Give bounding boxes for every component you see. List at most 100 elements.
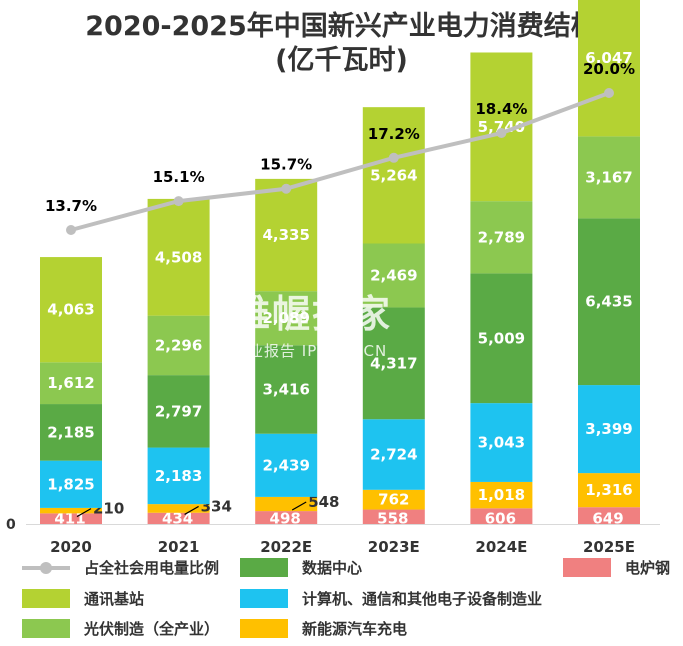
data-label: 762: [378, 491, 409, 509]
bar-segment: [40, 513, 102, 524]
bar-segment: [578, 385, 640, 474]
line-point: [281, 183, 292, 194]
bar-segment: [40, 257, 102, 363]
line-point: [388, 152, 399, 163]
legend-swatch: [563, 557, 611, 577]
data-label: 548: [308, 493, 339, 511]
bar-segment: [40, 460, 102, 508]
data-label: 4,508: [155, 248, 202, 266]
data-label: 2,724: [370, 446, 417, 464]
legend-label: 光伏制造（全产业）: [84, 619, 220, 638]
legend-item: 占全社会用电量比例: [22, 554, 219, 580]
data-label: 411: [54, 510, 85, 528]
bar-segment: [362, 489, 425, 510]
line-point: [66, 225, 76, 235]
bar-segment: [578, 218, 640, 386]
data-label: 2,183: [155, 467, 202, 485]
data-label: 2,469: [370, 266, 417, 284]
bar-segment: [578, 507, 640, 524]
data-label: 3,043: [478, 434, 525, 452]
data-label: 6,047: [585, 49, 632, 67]
legend-swatch: [22, 618, 70, 638]
data-label: 1,612: [47, 374, 94, 392]
chart-title-line-1: 2020-2025年中国新兴产业电力消费结构: [85, 11, 598, 42]
line-point: [496, 128, 507, 139]
legend-swatch: [22, 588, 70, 608]
legend-swatch: [240, 557, 288, 577]
x-axis-tick-label: 2022E: [260, 538, 312, 552]
legend-label: 数据中心: [302, 558, 363, 577]
data-label: 3,416: [262, 381, 309, 399]
data-label: 5,009: [478, 329, 525, 347]
legend-item: 数据中心: [240, 554, 362, 580]
x-axis-tick-label: 2024E: [475, 538, 527, 552]
bar-segment: [362, 307, 425, 420]
bar-segment: [255, 178, 318, 292]
chart-area: 0 4112101,8252,1851,6124,06320204343342,1…: [6, 0, 660, 552]
legend-label: 占全社会用电量比例: [84, 558, 220, 577]
data-label: 3,167: [585, 168, 632, 186]
chart-legend: 占全社会用电量比例 数据中心 电炉钢 通讯基站 计算机、通信和其他电子设备制造业 光伏制造…: [0, 552, 683, 646]
data-label: 558: [377, 510, 408, 528]
legend-item: 通讯基站: [22, 585, 144, 611]
legend-item: 计算机、通信和其他电子设备制造业: [240, 585, 542, 611]
bar-segment: [147, 512, 210, 524]
legend-item: 光伏制造（全产业）: [22, 615, 219, 641]
x-axis-tick-label: 2023E: [368, 538, 420, 552]
legend-line-swatch: [22, 558, 70, 577]
bar-segment: [40, 404, 102, 461]
legend-swatch: [240, 588, 288, 608]
data-label: 1,825: [47, 475, 94, 493]
legend-label: 计算机、通信和其他电子设备制造业: [302, 589, 543, 608]
chart-title-line-2: (亿千瓦时): [275, 45, 408, 76]
bar-segment: [40, 362, 102, 405]
data-label: 2,439: [262, 456, 309, 474]
bar-segment: [470, 201, 533, 274]
data-label: 2,296: [155, 336, 202, 354]
bar-segment: [362, 107, 425, 244]
line-point-label: 20.0%: [583, 60, 635, 78]
legend-label: 通讯基站: [84, 589, 145, 608]
bar-segment: [470, 403, 533, 482]
bar-segment: [255, 511, 318, 524]
data-label: 649: [592, 510, 623, 528]
bar-segment: [147, 447, 210, 505]
leader-line: [76, 508, 92, 518]
line-point-label: 15.7%: [260, 156, 312, 174]
data-label: 5,740: [478, 118, 525, 136]
data-label: 4,317: [370, 354, 417, 372]
bar-segment: [255, 496, 318, 512]
line-point-label: 17.2%: [368, 125, 420, 143]
bar-segment: [255, 291, 318, 346]
data-label: 3,399: [585, 420, 632, 438]
bar-segment: [255, 345, 318, 434]
legend-item: 新能源汽车充电: [240, 615, 407, 641]
bar-segment: [578, 136, 640, 219]
line-series-path: [70, 91, 610, 232]
data-label: 4,335: [262, 226, 309, 244]
data-label: 4,063: [47, 301, 94, 319]
bar-segment: [470, 481, 533, 509]
bar-segment: [362, 419, 425, 490]
chart-title: 2020-2025年中国新兴产业电力消费结构 (亿千瓦时): [0, 10, 683, 78]
line-point: [173, 196, 184, 207]
bar-segment: [147, 375, 210, 448]
data-label: 606: [485, 510, 516, 528]
data-label: 1,316: [585, 481, 632, 499]
leader-line: [184, 505, 199, 515]
line-point-label: 15.1%: [153, 168, 205, 186]
data-label: 498: [270, 510, 301, 528]
bar-segment: [40, 507, 102, 514]
data-label: 1,018: [478, 486, 525, 504]
data-label: 2,789: [478, 228, 525, 246]
data-label: 2,089: [262, 309, 309, 327]
bar-segment: [147, 315, 210, 376]
legend-swatch: [240, 618, 288, 638]
data-label: 2,797: [155, 402, 202, 420]
bar-segment: [362, 509, 425, 524]
line-point-label: 13.7%: [45, 197, 97, 215]
bar-segment: [470, 273, 533, 404]
x-axis-tick-label: 2020: [50, 538, 92, 552]
line-point: [604, 88, 614, 98]
line-point-label: 18.4%: [475, 100, 527, 118]
